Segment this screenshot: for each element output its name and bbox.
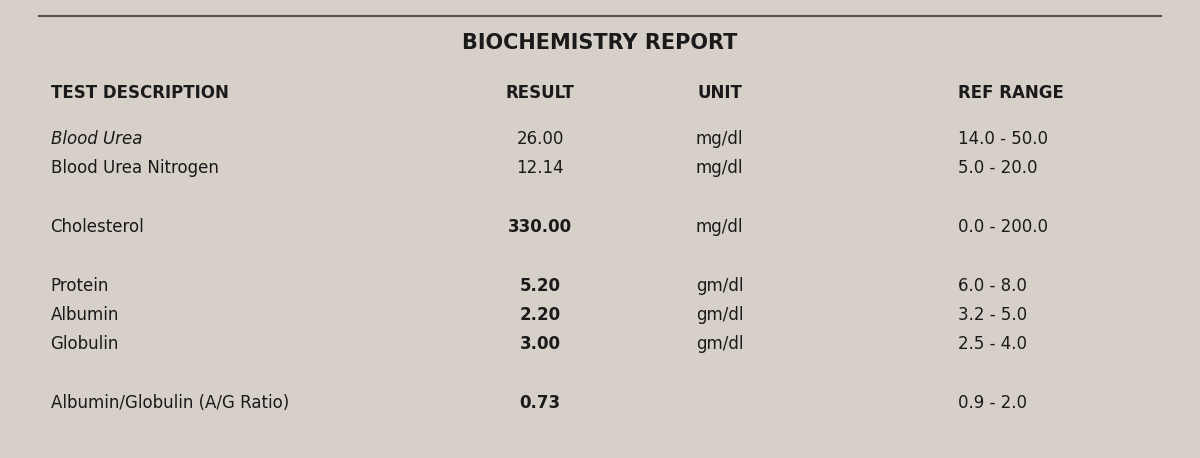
Text: Albumin/Globulin (A/G Ratio): Albumin/Globulin (A/G Ratio) bbox=[50, 394, 289, 412]
Text: 2.20: 2.20 bbox=[520, 306, 560, 324]
Text: RESULT: RESULT bbox=[506, 84, 575, 102]
Text: gm/dl: gm/dl bbox=[696, 277, 743, 294]
Text: 5.20: 5.20 bbox=[520, 277, 560, 294]
Text: 6.0 - 8.0: 6.0 - 8.0 bbox=[959, 277, 1027, 294]
Text: REF RANGE: REF RANGE bbox=[959, 84, 1064, 102]
Text: 3.2 - 5.0: 3.2 - 5.0 bbox=[959, 306, 1027, 324]
Text: 26.00: 26.00 bbox=[516, 130, 564, 147]
Text: Blood Urea: Blood Urea bbox=[50, 130, 142, 147]
Text: Cholesterol: Cholesterol bbox=[50, 218, 144, 236]
Text: 2.5 - 4.0: 2.5 - 4.0 bbox=[959, 335, 1027, 354]
Text: 3.00: 3.00 bbox=[520, 335, 560, 354]
Text: 0.0 - 200.0: 0.0 - 200.0 bbox=[959, 218, 1049, 236]
Text: 0.73: 0.73 bbox=[520, 394, 560, 412]
Text: 12.14: 12.14 bbox=[516, 159, 564, 177]
Text: gm/dl: gm/dl bbox=[696, 306, 743, 324]
Text: BIOCHEMISTRY REPORT: BIOCHEMISTRY REPORT bbox=[462, 33, 738, 54]
Text: TEST DESCRIPTION: TEST DESCRIPTION bbox=[50, 84, 228, 102]
Text: mg/dl: mg/dl bbox=[696, 218, 743, 236]
Text: 330.00: 330.00 bbox=[509, 218, 572, 236]
Text: mg/dl: mg/dl bbox=[696, 130, 743, 147]
Text: Blood Urea Nitrogen: Blood Urea Nitrogen bbox=[50, 159, 218, 177]
Text: 0.9 - 2.0: 0.9 - 2.0 bbox=[959, 394, 1027, 412]
Text: mg/dl: mg/dl bbox=[696, 159, 743, 177]
Text: Albumin: Albumin bbox=[50, 306, 119, 324]
Text: Globulin: Globulin bbox=[50, 335, 119, 354]
Text: gm/dl: gm/dl bbox=[696, 335, 743, 354]
Text: 5.0 - 20.0: 5.0 - 20.0 bbox=[959, 159, 1038, 177]
Text: UNIT: UNIT bbox=[697, 84, 742, 102]
Text: 14.0 - 50.0: 14.0 - 50.0 bbox=[959, 130, 1049, 147]
Text: Protein: Protein bbox=[50, 277, 109, 294]
